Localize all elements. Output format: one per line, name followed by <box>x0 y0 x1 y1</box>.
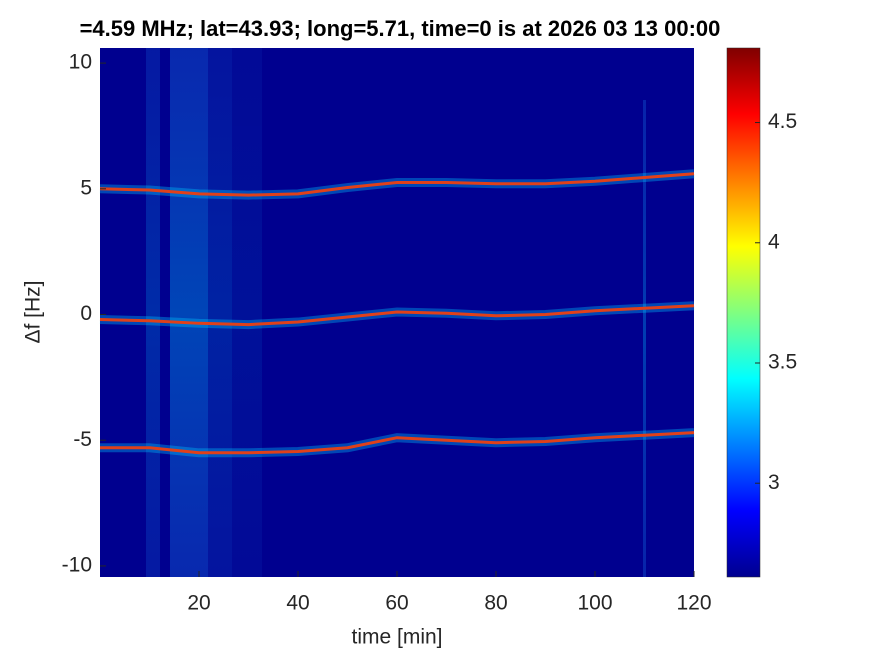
x-tick-label: 60 <box>385 592 408 615</box>
y-tick-label: -10 <box>62 553 92 576</box>
x-tick-label: 80 <box>484 592 507 615</box>
colorbar <box>726 47 761 578</box>
trace <box>99 304 695 327</box>
colorbar-tick-label: 4.5 <box>768 110 797 133</box>
colorbar-tick-label: 4 <box>768 230 780 253</box>
trace <box>99 172 695 197</box>
colorbar-tick-label: 3.5 <box>768 351 797 374</box>
y-tick-label: -5 <box>73 428 92 451</box>
chart-title: =4.59 MHz; lat=43.93; long=5.71, time=0 … <box>80 16 721 41</box>
noise-stripes <box>146 48 646 577</box>
noise-stripe <box>170 48 208 577</box>
y-tick-label: 5 <box>80 176 92 199</box>
noise-stripe <box>232 48 262 577</box>
noise-stripe <box>643 100 646 577</box>
x-tick-label: 120 <box>676 592 711 615</box>
noise-stripe <box>208 48 232 577</box>
y-axis-label: Δf [Hz] <box>22 280 45 343</box>
x-tick-label: 20 <box>187 592 210 615</box>
colorbar-tick-label: 3 <box>768 471 780 494</box>
trace <box>100 431 695 455</box>
noise-stripe <box>146 48 160 577</box>
x-axis-label: time [min] <box>351 626 442 649</box>
y-tick-label: 0 <box>80 302 92 325</box>
x-tick-label: 40 <box>286 592 309 615</box>
x-tick-label: 100 <box>577 592 612 615</box>
y-tick-label: 10 <box>69 51 92 74</box>
